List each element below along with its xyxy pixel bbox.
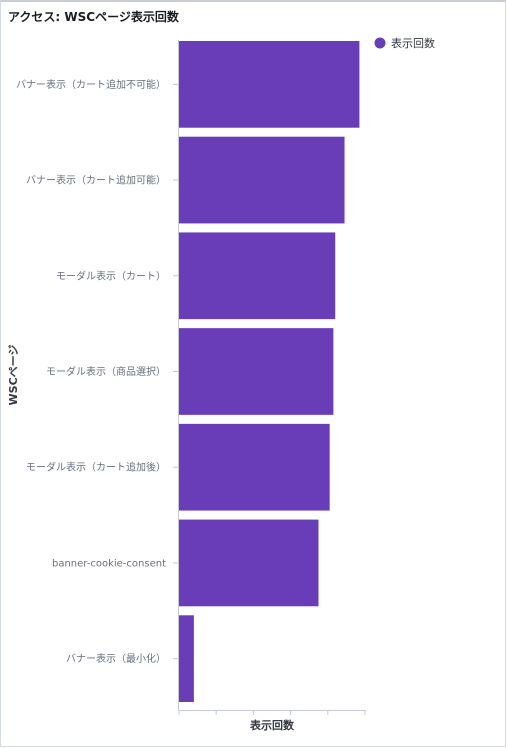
bars-group bbox=[179, 41, 360, 702]
y-axis-title: WSCページ bbox=[7, 345, 20, 406]
category-label-5: banner-cookie-consent bbox=[52, 558, 166, 569]
category-label-4: モーダル表示（カート追加後） bbox=[26, 461, 166, 474]
panel-title: アクセス: WSCページ表示回数 bbox=[8, 10, 179, 24]
x-axis-title: 表示回数 bbox=[249, 718, 295, 732]
bar-1[interactable] bbox=[179, 136, 345, 224]
bar-5[interactable] bbox=[179, 519, 319, 607]
category-label-6: バナー表示（最小化） bbox=[66, 652, 166, 665]
category-labels: バナー表示（カート追加不可能） バナー表示（カート追加可能） モーダル表示（カート）… bbox=[16, 78, 178, 665]
legend-swatch[interactable] bbox=[374, 37, 386, 49]
legend-label[interactable]: 表示回数 bbox=[391, 36, 435, 50]
bar-6[interactable] bbox=[179, 615, 194, 702]
bar-3[interactable] bbox=[179, 328, 334, 415]
bar-4[interactable] bbox=[179, 423, 330, 511]
category-label-3: モーダル表示（商品選択） bbox=[46, 365, 166, 378]
category-label-1: バナー表示（カート追加可能） bbox=[26, 174, 166, 187]
x-ticks bbox=[178, 710, 366, 715]
bar-0[interactable] bbox=[179, 41, 360, 128]
bar-2[interactable] bbox=[179, 232, 336, 320]
category-label-2: モーダル表示（カート） bbox=[56, 269, 166, 282]
category-label-0: バナー表示（カート追加不可能） bbox=[16, 78, 166, 91]
